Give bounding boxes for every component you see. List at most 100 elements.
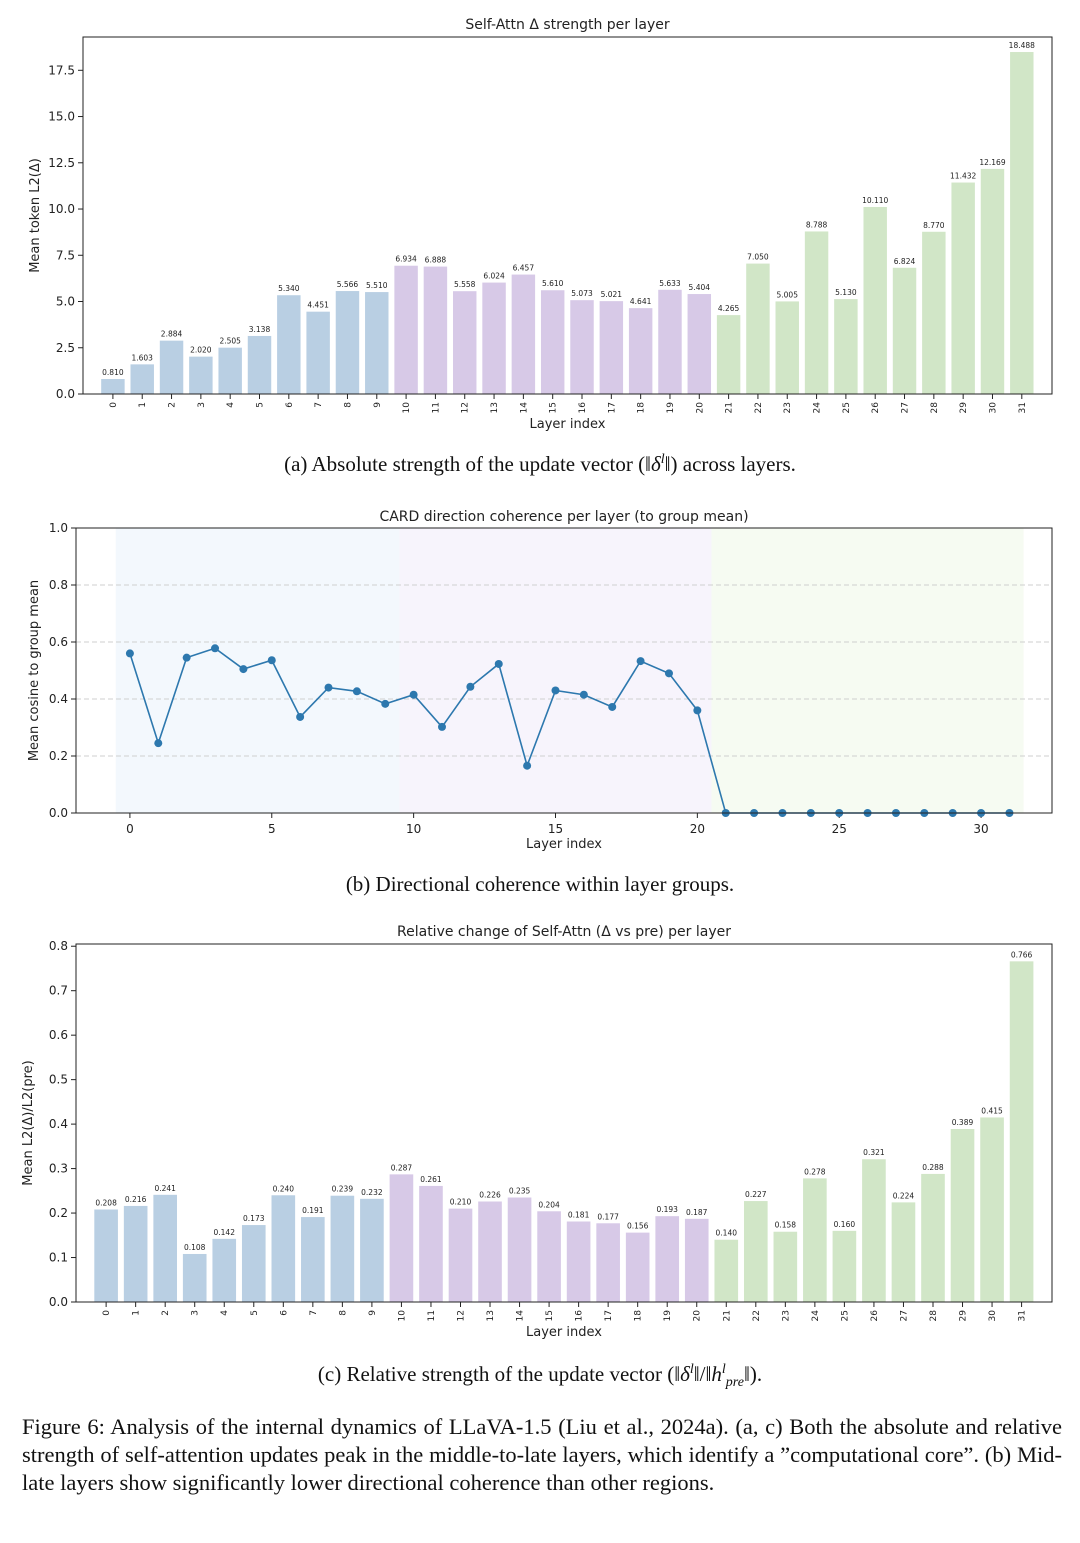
chart-c-bar-value-label: 0.204: [538, 1200, 560, 1209]
chart-b-data-point: [239, 665, 248, 674]
coherence-line-chart: CARD direction coherence per layer (to g…: [27, 509, 1053, 852]
chart-c-xtick-label: 2: [161, 1310, 171, 1316]
chart-a-bar: [335, 291, 360, 394]
chart-b-data-point: [381, 699, 390, 708]
chart-c-bar-value-label: 0.158: [775, 1221, 797, 1230]
chart-c-bar: [832, 1230, 857, 1302]
chart-c-ylabel: Mean L2(Δ)/L2(pre): [21, 1060, 36, 1185]
chart-c-xtick-label: 8: [338, 1310, 348, 1316]
chart-c-bar-value-label: 0.191: [302, 1206, 324, 1215]
chart-a-title: Self-Attn Δ strength per layer: [465, 17, 669, 33]
chart-a-xtick-label: 11: [431, 402, 441, 413]
chart-a-xtick-label: 2: [168, 402, 178, 408]
chart-a-bar: [951, 182, 975, 394]
chart-c-bar: [330, 1195, 355, 1302]
chart-b-group-band: [711, 528, 1024, 813]
chart-a-xtick-label: 31: [1018, 402, 1028, 413]
chart-a-bar: [306, 311, 330, 394]
caption-a-delta: δ: [650, 452, 661, 476]
chart-c-bar: [743, 1201, 768, 1302]
chart-c-bar-value-label: 0.321: [863, 1148, 885, 1157]
chart-b-data-point: [125, 649, 134, 658]
chart-c-xtick-label: 4: [220, 1310, 230, 1316]
chart-a-bar-value-label: 18.488: [1009, 41, 1035, 50]
chart-c-xtick-label: 24: [811, 1310, 821, 1322]
chart-a-bar: [365, 292, 389, 394]
chart-b-xlabel: Layer index: [526, 837, 602, 852]
chart-b-data-point: [324, 683, 333, 692]
chart-c-xtick-label: 20: [693, 1310, 703, 1322]
chart-c-xtick-label: 7: [309, 1310, 319, 1316]
chart-a-bar: [892, 267, 917, 394]
chart-c-bar: [684, 1218, 709, 1302]
chart-c-bar: [360, 1198, 384, 1302]
chart-a-bar-value-label: 4.451: [307, 301, 329, 310]
chart-c-bar: [389, 1174, 414, 1302]
chart-a-ytick-label: 7.5: [56, 248, 75, 262]
chart-c-bar-value-label: 0.239: [332, 1185, 354, 1194]
chart-a-bar: [159, 340, 184, 394]
chart-c-bar: [241, 1225, 266, 1302]
chart-c-xtick-label: 18: [634, 1310, 644, 1322]
chart-a-xtick-label: 23: [783, 402, 793, 413]
chart-a-xtick-label: 25: [842, 402, 852, 413]
chart-a-bar: [687, 294, 712, 394]
chart-a-bar-value-label: 10.110: [862, 196, 888, 205]
chart-a-bar: [980, 168, 1005, 394]
chart-a-bar-value-label: 3.138: [249, 325, 271, 334]
chart-c-xtick-label: 19: [663, 1310, 673, 1322]
chart-a-bar: [775, 301, 799, 394]
chart-c-bar: [596, 1223, 620, 1302]
chart-a-bar-value-label: 5.633: [659, 279, 681, 288]
chart-c-ytick-label: 0.0: [49, 1295, 68, 1309]
caption-b: (b) Directional coherence within layer g…: [345, 872, 735, 896]
chart-a-xtick-label: 0: [109, 402, 119, 408]
chart-a-bar-value-label: 6.457: [513, 264, 535, 273]
chart-a-bar: [540, 290, 565, 394]
chart-c-xtick-label: 11: [427, 1310, 437, 1321]
chart-c-xtick-label: 1: [132, 1310, 142, 1316]
chart-a-bar-value-label: 5.130: [835, 288, 857, 297]
chart-c-xtick-label: 30: [988, 1310, 998, 1322]
chart-b-data-point: [636, 657, 645, 666]
chart-a-bar-value-label: 5.021: [601, 290, 623, 299]
chart-b-xtick-label: 25: [832, 822, 847, 836]
chart-a-bar-value-label: 6.024: [483, 272, 505, 281]
chart-c-bar: [182, 1253, 207, 1302]
caption-a: (a) Absolute strength of the update vect…: [0, 452, 1080, 477]
chart-b-data-point: [466, 682, 475, 691]
chart-a-ytick-label: 2.5: [56, 341, 75, 355]
chart-c-bar: [862, 1159, 886, 1302]
chart-a-xtick-label: 18: [637, 402, 647, 414]
chart-a-bar-value-label: 1.603: [131, 353, 153, 362]
chart-c-xtick-label: 0: [102, 1310, 112, 1316]
chart-a-bar: [746, 263, 770, 394]
chart-b-ytick-label: 1.0: [49, 521, 68, 535]
chart-a-bar: [628, 308, 653, 394]
chart-b-xtick-label: 15: [548, 822, 563, 836]
caption-c-delta: δ: [680, 1362, 690, 1386]
chart-a-bar-value-label: 11.432: [950, 172, 976, 181]
chart-c-xtick-label: 28: [929, 1310, 939, 1322]
chart-c-xtick-label: 12: [456, 1310, 466, 1321]
caption-a-suffix: ‖) across layers.: [664, 452, 796, 476]
chart-a-bar-value-label: 5.510: [366, 281, 388, 290]
chart-a-bar-value-label: 5.558: [454, 280, 476, 289]
chart-b-group-band: [115, 528, 400, 813]
chart-c-bar-value-label: 0.415: [981, 1106, 1003, 1115]
chart-c-bar-value-label: 0.156: [627, 1222, 649, 1231]
chart-a-ytick-label: 12.5: [48, 156, 75, 170]
chart-a-xtick-label: 30: [988, 402, 998, 414]
chart-c-bar-value-label: 0.177: [597, 1212, 619, 1221]
chart-a-ytick-label: 5.0: [56, 295, 75, 309]
chart-c-xtick-label: 13: [486, 1310, 496, 1321]
chart-a-xtick-label: 17: [607, 402, 617, 413]
chart-a-bar-value-label: 6.824: [894, 257, 916, 266]
chart-c-xtick-label: 10: [397, 1310, 407, 1322]
chart-a-ytick-label: 17.5: [48, 63, 75, 77]
chart-a-bar: [1010, 52, 1034, 394]
chart-c-bar-value-label: 0.288: [922, 1163, 944, 1172]
chart-c-bar-value-label: 0.173: [243, 1214, 265, 1223]
absolute-strength-bar-chart: Self-Attn Δ strength per layer0.02.55.07…: [28, 17, 1053, 432]
chart-c-bar-value-label: 0.210: [450, 1198, 472, 1207]
